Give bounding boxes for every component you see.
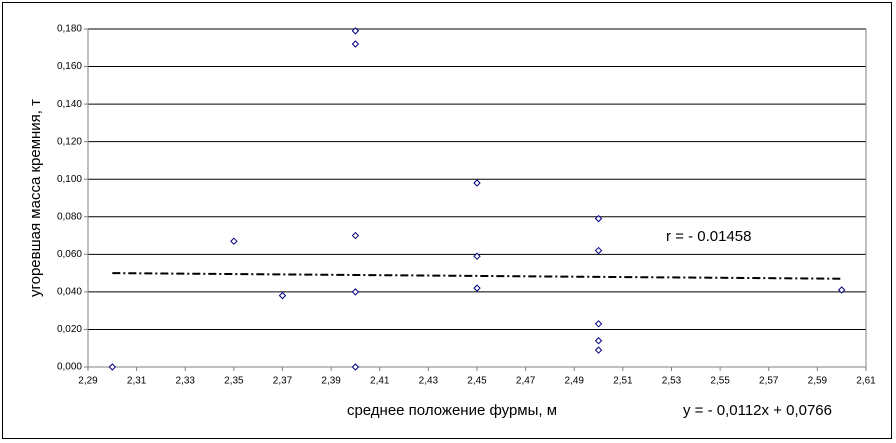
- trend-line: [112, 272, 842, 280]
- data-point: [473, 179, 481, 187]
- x-tick-label: 2,49: [565, 376, 585, 387]
- x-axis-label: среднее положение фурмы, м: [347, 402, 557, 419]
- data-point: [594, 337, 603, 345]
- x-tick-label: 2,61: [856, 376, 876, 387]
- x-tick-label: 2,59: [808, 376, 828, 387]
- data-point: [351, 27, 360, 35]
- x-tick-label: 2,45: [467, 376, 487, 387]
- data-point: [351, 363, 360, 371]
- x-tick-label: 2,47: [516, 376, 536, 387]
- chart-frame: [2, 2, 892, 439]
- data-point: [837, 286, 846, 294]
- y-tick-label: 0,100: [57, 174, 82, 185]
- y-tick-label: 0,040: [57, 287, 82, 298]
- data-point: [351, 40, 360, 48]
- y-tick-label: 0,060: [57, 249, 82, 260]
- y-tick-label: 0,020: [57, 324, 82, 335]
- x-tick-label: 2,29: [78, 376, 98, 387]
- x-tick-label: 2,57: [759, 376, 779, 387]
- data-point: [108, 363, 117, 371]
- annotation: r = - 0.01458: [666, 228, 751, 245]
- data-point: [473, 252, 481, 260]
- data-point: [594, 346, 603, 354]
- data-point: [473, 284, 481, 292]
- data-point: [594, 246, 603, 255]
- y-tick-label: 0,120: [57, 136, 82, 147]
- x-tick-label: 2,39: [321, 376, 341, 387]
- y-tick-label: 0,000: [57, 362, 82, 373]
- data-point: [351, 288, 360, 296]
- y-tick-label: 0,180: [57, 24, 82, 35]
- x-tick-label: 2,33: [176, 376, 196, 387]
- x-tick-label: 2,43: [419, 376, 439, 387]
- x-tick-label: 2,41: [370, 376, 390, 387]
- x-tick-label: 2,51: [613, 376, 633, 387]
- annotation: y = - 0,0112x + 0,0766: [683, 402, 832, 419]
- data-point: [594, 214, 603, 223]
- x-tick-label: 2,55: [710, 376, 730, 387]
- x-tick-label: 2,31: [127, 376, 147, 387]
- y-axis-label: угоревшая масса кремния, т: [27, 99, 44, 297]
- y-tick-label: 0,140: [57, 99, 82, 110]
- x-tick-label: 2,37: [273, 376, 293, 387]
- data-point: [351, 231, 360, 240]
- data-point: [594, 320, 603, 328]
- x-tick-label: 2,35: [224, 376, 244, 387]
- y-tick-label: 0,080: [57, 211, 82, 222]
- y-tick-label: 0,160: [57, 61, 82, 72]
- data-point: [230, 237, 238, 245]
- data-point: [278, 291, 287, 300]
- x-tick-label: 2,53: [662, 376, 682, 387]
